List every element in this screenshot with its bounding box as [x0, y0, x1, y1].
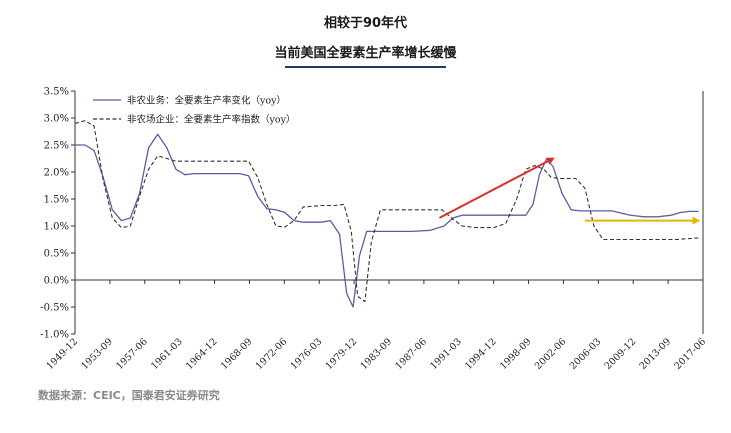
y-tick-label: -1.0%: [40, 330, 69, 341]
y-tick-label: 3.0%: [44, 114, 69, 125]
y-tick-label: 1.0%: [44, 222, 69, 233]
y-tick-label: 0.5%: [44, 249, 69, 260]
x-tick-label: 2006-03: [568, 336, 604, 372]
source-note: 数据来源：CEIC，国泰君安证券研究: [38, 389, 220, 402]
legend-label-enterprise: 非农场企业：全要素生产率指数（yoy）: [127, 114, 295, 126]
x-tick-label: 1994-12: [463, 336, 499, 372]
chart-axes: [74, 91, 704, 334]
red-trend-arrow: [438, 157, 555, 219]
y-tick-label: 0.0%: [44, 276, 69, 287]
chart-legend: 非农业务：全要素生产率变化（yoy） 非农场企业：全要素生产率指数（yoy）: [93, 95, 295, 126]
x-tick-label: 1979-12: [324, 336, 360, 372]
x-tick-label: 1976-03: [289, 336, 325, 372]
series-line-nonfarm-business: [75, 133, 699, 308]
x-tick-label: 1972-06: [254, 336, 290, 372]
x-tick-label: 2017-06: [672, 336, 708, 372]
title-underline: [285, 66, 446, 68]
x-tick-label: 2002-06: [533, 336, 569, 372]
x-tick-label: 1961-03: [149, 336, 185, 372]
legend-label-business: 非农业务：全要素生产率变化（yoy）: [127, 95, 286, 107]
x-tick-label: 2013-09: [638, 336, 674, 372]
chart-title-line1: 相较于90年代: [323, 16, 408, 31]
annotation-arrows: [438, 157, 701, 225]
x-tick-label: 1964-12: [184, 336, 220, 372]
x-tick-label: 1983-09: [358, 336, 394, 372]
x-tick-label: 1968-09: [219, 336, 255, 372]
y-tick-label: 3.5%: [44, 87, 69, 98]
x-axis-ticks: 1949-12 1953-09 1957-06 1961-03 1964-12 1968-…: [44, 280, 708, 372]
y-axis-ticks: 3.5% 3.0% 2.5% 2.0% 1.5% 1.0% 0.5% 0.0% -0.5% -1.…: [40, 87, 75, 341]
x-tick-label: 1949-12: [44, 336, 80, 372]
y-tick-label: 2.5%: [44, 141, 69, 152]
x-tick-label: 1953-09: [79, 336, 115, 372]
x-tick-label: 1987-06: [393, 336, 429, 372]
x-tick-label: 1957-06: [114, 336, 150, 372]
x-tick-label: 1991-03: [428, 336, 464, 372]
y-tick-label: 1.5%: [44, 195, 69, 206]
series-line-nonfarm-enterprise: [74, 120, 699, 303]
series-lines: [74, 120, 699, 308]
y-tick-label: 2.0%: [44, 168, 69, 179]
x-tick-label: 1998-09: [498, 336, 534, 372]
chart-title-line2: 当前美国全要素生产率增长缓慢: [274, 46, 457, 61]
y-tick-label: -0.5%: [40, 303, 69, 314]
x-tick-label: 2009-12: [603, 336, 639, 372]
